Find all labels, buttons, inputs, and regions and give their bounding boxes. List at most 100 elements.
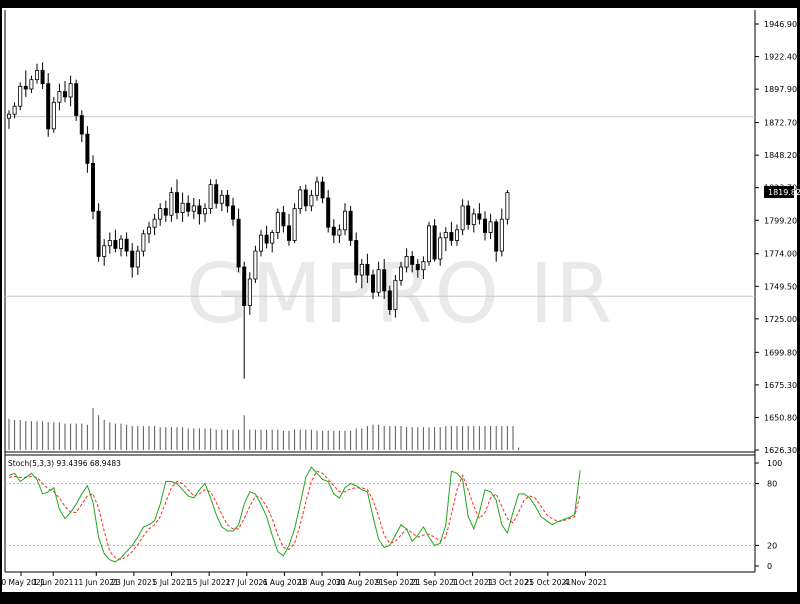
candle — [320, 176, 325, 204]
candle — [365, 253, 370, 283]
candle — [180, 192, 185, 222]
candle-body-bull — [421, 261, 426, 271]
candle — [432, 219, 437, 262]
candle-body-bull — [454, 229, 459, 241]
candle-body-bull — [342, 210, 347, 231]
candle — [23, 70, 28, 97]
candle — [471, 208, 476, 233]
stochastic-tick-label: 80 — [767, 480, 777, 489]
candle — [482, 211, 487, 241]
candle — [169, 187, 174, 222]
candle-body-bull — [135, 250, 140, 268]
candle — [253, 245, 258, 283]
candle — [326, 189, 331, 233]
candle — [40, 62, 45, 89]
time-tick-label: 5 Jul 2021 — [153, 578, 191, 587]
stochastic-tick-label: 20 — [767, 541, 777, 550]
candle — [91, 155, 96, 220]
candle-body-bear — [163, 208, 168, 216]
candle — [51, 96, 56, 133]
candle — [342, 203, 347, 236]
current-price-box — [764, 186, 794, 198]
candle-body-bear — [466, 205, 471, 225]
candle — [230, 197, 235, 226]
candle — [63, 81, 68, 103]
candle — [186, 195, 191, 217]
candle-body-bear — [477, 213, 482, 220]
candle — [270, 229, 275, 253]
candle — [426, 221, 431, 266]
candle — [197, 199, 202, 225]
candle-body-bull — [499, 218, 504, 252]
candle-body-bull — [29, 79, 34, 90]
candle-body-bear — [494, 221, 499, 252]
candle — [102, 239, 107, 266]
price-tick-label: 1872.70 — [764, 119, 797, 128]
time-tick-label: 6 Aug 2021 — [263, 578, 306, 587]
candle — [331, 219, 336, 244]
candle — [376, 261, 381, 297]
price-tick-label: 1848.20 — [764, 151, 797, 160]
time-tick-label: 4 Nov 2021 — [564, 578, 607, 587]
stochastic-levels — [5, 483, 755, 546]
candle — [460, 199, 465, 236]
candle-body-bear — [230, 205, 235, 220]
candle-body-bear — [387, 290, 392, 310]
candle — [68, 75, 73, 107]
candle — [314, 176, 319, 201]
candle — [387, 285, 392, 315]
current-price-label: 1819.82 — [768, 188, 800, 197]
candle — [443, 227, 448, 252]
candle — [74, 79, 79, 121]
stochastic-d-line — [8, 470, 581, 561]
price-tick-label: 1774.00 — [764, 250, 797, 259]
candle — [163, 200, 168, 222]
candle-body-bull — [102, 245, 107, 257]
candles — [7, 62, 510, 379]
candle-body-bear — [236, 218, 241, 268]
candle-body-bull — [191, 205, 196, 212]
candle — [174, 179, 179, 220]
candle-body-bull — [314, 181, 319, 196]
price-tick-label: 1725.00 — [764, 315, 797, 324]
candle — [158, 203, 163, 226]
current-price-marker: 1819.82 — [764, 186, 800, 198]
candle — [208, 179, 213, 214]
candle-body-bear — [130, 250, 135, 268]
candle-body-bull — [298, 189, 303, 209]
candle-body-bear — [331, 226, 336, 236]
candle — [57, 83, 62, 111]
candle-body-bear — [40, 69, 45, 85]
candle-body-bull — [393, 279, 398, 310]
candle-body-bull — [119, 238, 124, 249]
candle — [393, 275, 398, 318]
candle — [242, 261, 247, 379]
candle — [398, 261, 403, 286]
candle-body-bear — [186, 202, 191, 212]
candle — [303, 184, 308, 212]
candle-body-bear — [113, 240, 118, 249]
candle-body-bear — [365, 263, 370, 276]
candle-body-bull — [253, 250, 258, 280]
candle — [107, 232, 112, 254]
candle-body-bull — [18, 85, 23, 107]
candle-body-bull — [57, 91, 62, 103]
candle — [264, 225, 269, 249]
candle — [113, 229, 118, 253]
price-tick-label: 1946.90 — [764, 20, 797, 29]
candle — [46, 73, 51, 137]
candle — [214, 179, 219, 209]
candle-body-bull — [270, 232, 275, 244]
candle-body-bull — [337, 229, 342, 236]
candle — [96, 203, 101, 262]
time-tick-label: 11 Jun 2021 — [74, 578, 119, 587]
candle-body-bull — [404, 255, 409, 268]
stochastic-label: Stoch(5,3,3) 93.4396 68.9483 — [8, 459, 121, 468]
candle — [505, 189, 510, 225]
stochastic-tick-label: 0 — [767, 562, 772, 571]
candle-body-bear — [348, 210, 353, 241]
time-tick-label: 21 Sep 2021 — [411, 578, 459, 587]
candle-body-bull — [7, 113, 12, 119]
candle-body-bull — [376, 269, 381, 293]
